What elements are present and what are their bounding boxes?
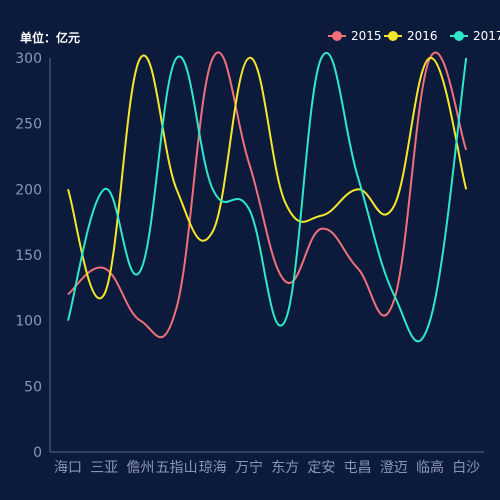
legend-swatch-dot (454, 31, 464, 41)
y-tick-label: 200 (15, 182, 42, 198)
series-line-2017 (67, 51, 468, 343)
x-tick-label: 海口 (54, 460, 82, 476)
x-tick-label: 儋州 (126, 460, 154, 476)
legend-label: 2016 (407, 29, 438, 43)
x-tick-label: 三亚 (90, 460, 118, 476)
legend-swatch-dot (388, 31, 398, 41)
x-tick-label: 东方 (271, 460, 299, 476)
series-line-2016 (67, 54, 468, 300)
x-tick-label: 五指山 (156, 460, 198, 476)
y-tick-label: 50 (24, 379, 42, 395)
x-tick-label: 白沙 (452, 460, 480, 476)
x-tick-label: 屯昌 (344, 460, 372, 476)
series-lines (67, 51, 468, 343)
unit-label: 单位：亿元 (20, 30, 80, 45)
legend-item-2017[interactable]: 2017 (450, 29, 500, 43)
y-tick-label: 300 (15, 51, 42, 67)
x-tick-label: 澄迈 (380, 460, 408, 476)
x-axis-ticks: 海口 三亚 儋州 五指山 琼海 万宁 东方 定安 屯昌 澄迈 临高 白沙 (54, 459, 480, 476)
y-axis-ticks: 0 50 100 150 200 250 300 (15, 51, 42, 461)
y-tick-label: 250 (15, 117, 42, 133)
legend[interactable]: 2015 2016 2017 (328, 29, 500, 43)
x-tick-label: 万宁 (235, 459, 263, 476)
x-tick-label: 定安 (307, 460, 335, 476)
legend-label: 2017 (473, 29, 500, 43)
x-tick-label: 琼海 (199, 460, 227, 476)
legend-item-2016[interactable]: 2016 (384, 29, 438, 43)
legend-swatch-dot (332, 31, 342, 41)
y-tick-label: 100 (15, 314, 42, 330)
y-tick-label: 0 (33, 445, 42, 461)
x-tick-label: 临高 (416, 459, 444, 476)
legend-label: 2015 (351, 29, 382, 43)
legend-item-2015[interactable]: 2015 (328, 29, 382, 43)
series-line-2015 (67, 51, 468, 339)
y-tick-label: 150 (15, 248, 42, 264)
